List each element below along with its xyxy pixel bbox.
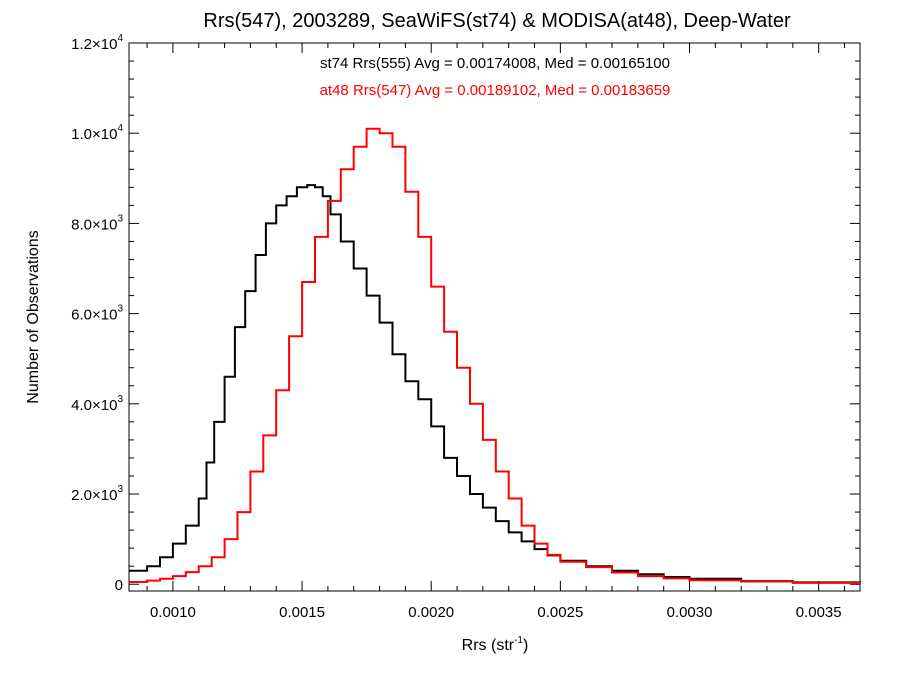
y-axis-label: Number of Observations	[25, 230, 42, 403]
chart-title: Rrs(547), 2003289, SeaWiFS(st74) & MODIS…	[203, 10, 791, 32]
plot-frame	[128, 42, 861, 592]
series-at48-line	[129, 127, 861, 584]
x-tick-label: 0.0010	[150, 604, 196, 621]
y-tick-label: 1.0×104	[71, 123, 123, 143]
x-tick-label: 0.0015	[279, 604, 325, 621]
y-tick-label: 2.0×103	[71, 484, 123, 504]
x-axis-label: Rrs (str-1)	[462, 635, 529, 654]
series-group	[129, 127, 861, 584]
x-axis-label-suffix: )	[523, 637, 528, 654]
y-tick-label: 0	[115, 577, 123, 594]
series-st74-line	[129, 184, 861, 584]
y-tick-label: 8.0×103	[71, 213, 123, 233]
legend-entry-at48: at48 Rrs(547) Avg = 0.00189102, Med = 0.…	[320, 82, 671, 99]
axis-ticks: 0.0010 0.0015 0.0020 0.0025 0.0030 0.0035 0 2.0…	[71, 33, 860, 621]
x-tick-label: 0.0025	[537, 604, 583, 621]
y-tick-label: 1.2×104	[71, 33, 123, 53]
x-tick-label: 0.0020	[408, 604, 454, 621]
legend-entry-st74: st74 Rrs(555) Avg = 0.00174008, Med = 0.…	[320, 55, 670, 72]
y-tick-label: 4.0×103	[71, 394, 123, 414]
y-tick-label: 6.0×103	[71, 304, 123, 324]
x-axis-label-superscript: -1	[514, 635, 523, 646]
x-tick-label: 0.0030	[667, 604, 713, 621]
x-axis-label-text: Rrs (str	[462, 637, 515, 654]
x-tick-label: 0.0035	[796, 604, 842, 621]
